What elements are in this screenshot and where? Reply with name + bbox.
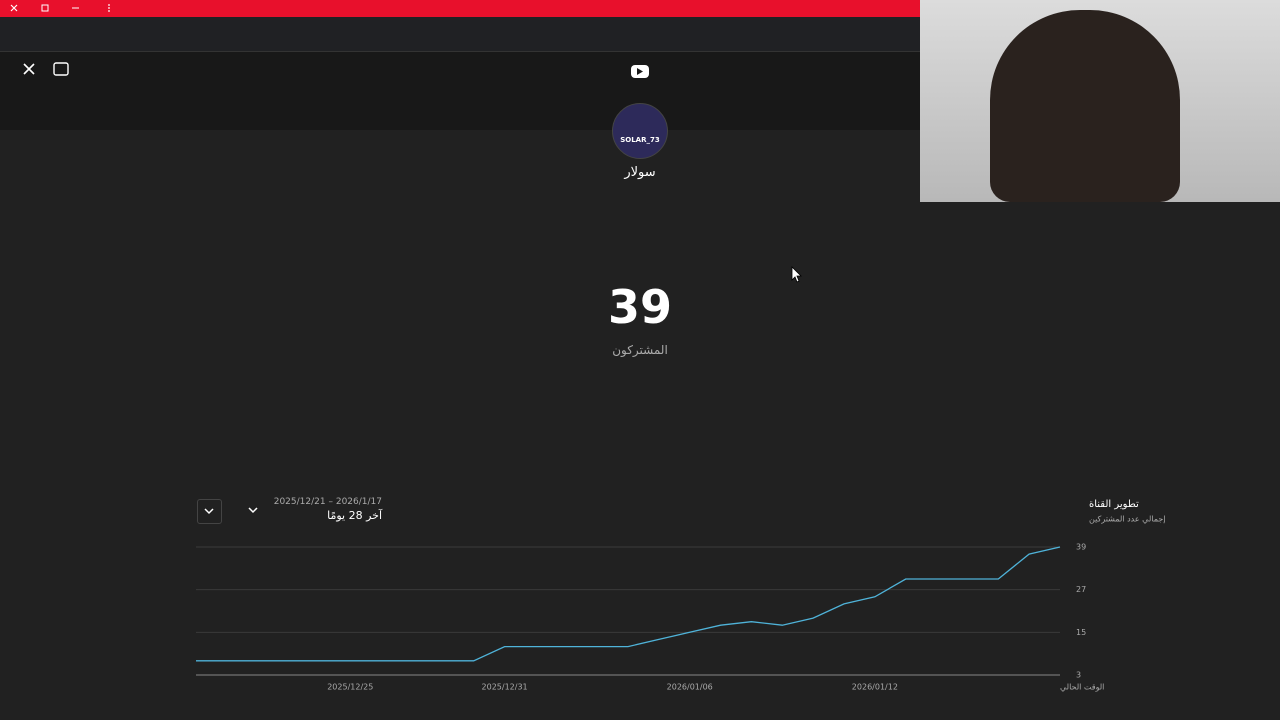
channel-name: سولار xyxy=(624,165,656,180)
x-tick-label: 2026/01/12 xyxy=(852,683,898,692)
subscriber-label: المشتركون xyxy=(612,343,668,357)
close-button[interactable] xyxy=(23,63,35,75)
window-bar xyxy=(0,0,920,17)
dropdown-icons xyxy=(204,507,258,515)
dropdown-button[interactable] xyxy=(197,499,222,524)
header-icons xyxy=(23,62,649,78)
period-chevron[interactable] xyxy=(248,507,258,514)
menu-dot[interactable] xyxy=(108,4,110,6)
feedback-button[interactable] xyxy=(53,62,69,76)
avatar-text: SOLAR_73 xyxy=(620,136,660,144)
y-tick-label: 3 xyxy=(1076,671,1081,680)
chevron xyxy=(204,508,214,515)
webcam-overlay xyxy=(920,0,1280,202)
chart-subtitle: إجمالي عدد المشتركين xyxy=(1089,515,1166,525)
y-tick-label: 39 xyxy=(1076,543,1086,552)
youtube-play xyxy=(637,68,643,75)
x-tick-label: 2026/01/06 xyxy=(667,683,713,692)
period-range: 2026/1/17 – 2025/12/21 xyxy=(273,497,382,507)
y-tick-label: 27 xyxy=(1076,585,1086,594)
x-tick-label: 2025/12/25 xyxy=(327,683,373,692)
mouse-cursor xyxy=(791,266,802,283)
restore-window[interactable] xyxy=(41,4,49,12)
toolbar xyxy=(0,17,920,52)
menu-dot xyxy=(108,10,110,12)
x-tick-label: الوقت الحالي xyxy=(1060,683,1104,692)
subscriber-count: 39 xyxy=(607,280,672,334)
close-window[interactable] xyxy=(10,4,18,12)
y-tick-label: 15 xyxy=(1076,628,1086,637)
x-tick-label: 2025/12/31 xyxy=(482,683,528,692)
period-label[interactable]: آخر 28 يومًا xyxy=(327,509,382,522)
avatar: SOLAR_73 xyxy=(612,103,668,159)
webcam-person xyxy=(990,10,1180,202)
line-series xyxy=(196,546,1061,662)
menu-dot xyxy=(108,7,110,9)
window-controls xyxy=(10,4,110,12)
chart-title: تطوير القناة xyxy=(1089,499,1139,510)
